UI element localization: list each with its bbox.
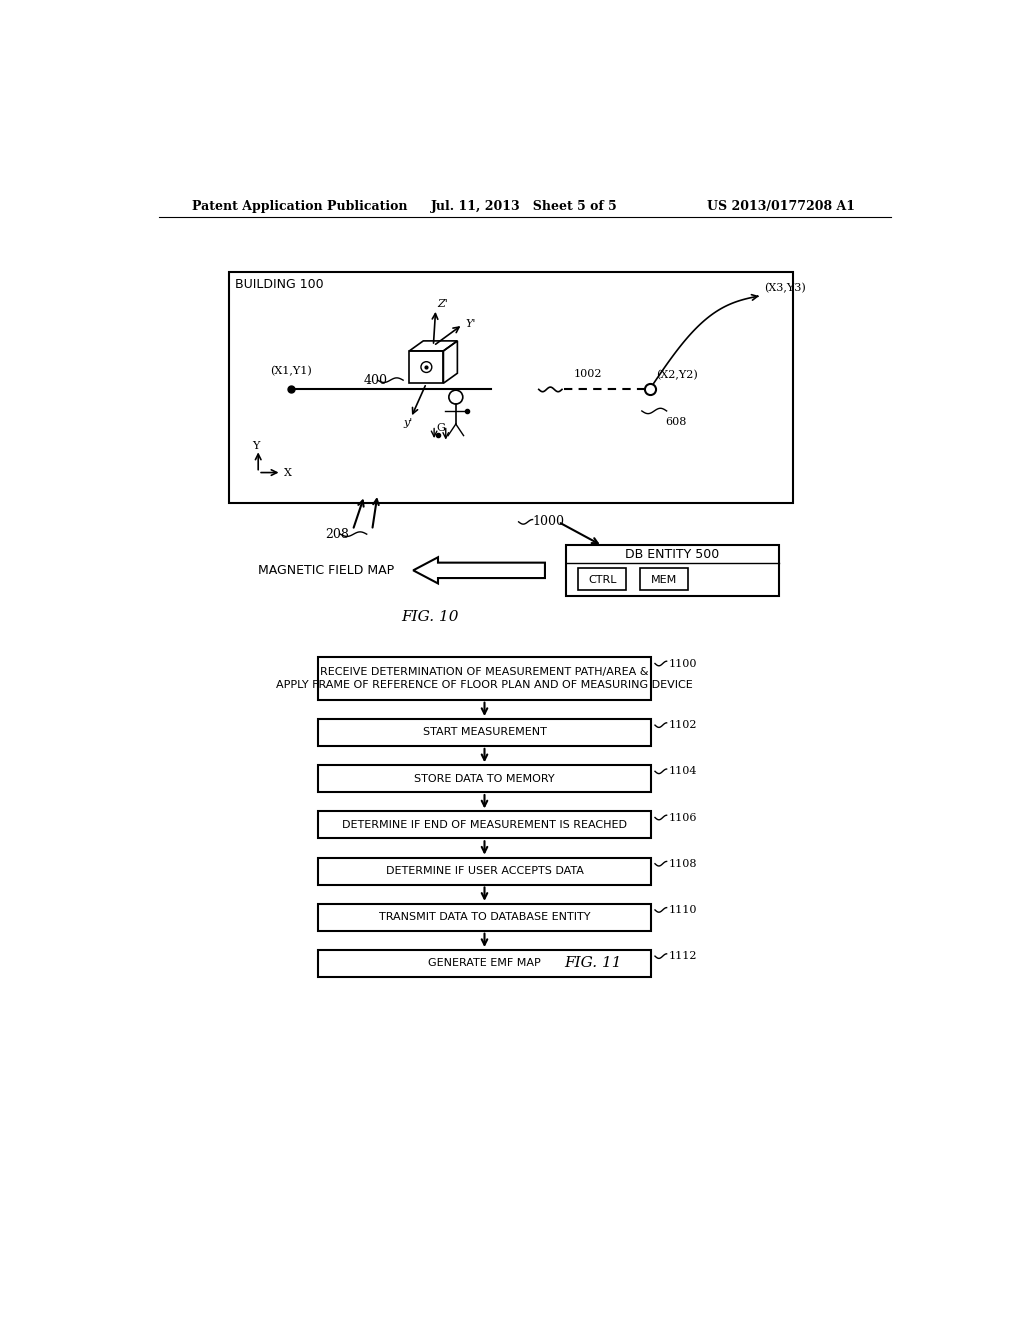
- Text: TRANSMIT DATA TO DATABASE ENTITY: TRANSMIT DATA TO DATABASE ENTITY: [379, 912, 590, 923]
- Text: START MEASUREMENT: START MEASUREMENT: [423, 727, 547, 738]
- Text: MAGNETIC FIELD MAP: MAGNETIC FIELD MAP: [258, 564, 393, 577]
- FancyBboxPatch shape: [566, 545, 779, 595]
- Text: X: X: [284, 469, 292, 478]
- Text: Jul. 11, 2013   Sheet 5 of 5: Jul. 11, 2013 Sheet 5 of 5: [431, 199, 618, 213]
- Text: 1112: 1112: [669, 952, 696, 961]
- Text: RECEIVE DETERMINATION OF MEASUREMENT PATH/AREA &: RECEIVE DETERMINATION OF MEASUREMENT PAT…: [321, 667, 649, 677]
- Text: DETERMINE IF END OF MEASUREMENT IS REACHED: DETERMINE IF END OF MEASUREMENT IS REACH…: [342, 820, 627, 830]
- FancyBboxPatch shape: [317, 904, 651, 931]
- Text: GENERATE EMF MAP: GENERATE EMF MAP: [428, 958, 541, 969]
- Text: Y: Y: [252, 441, 259, 450]
- Text: 1102: 1102: [669, 721, 696, 730]
- Text: (X3,Y3): (X3,Y3): [764, 282, 806, 293]
- FancyBboxPatch shape: [317, 766, 651, 792]
- Text: BUILDING 100: BUILDING 100: [234, 279, 324, 292]
- Text: 608: 608: [665, 417, 686, 426]
- Text: 1108: 1108: [669, 859, 696, 869]
- Text: FIG. 10: FIG. 10: [401, 610, 459, 624]
- FancyBboxPatch shape: [317, 950, 651, 977]
- Text: APPLY FRAME OF REFERENCE OF FLOOR PLAN AND OF MEASURING DEVICE: APPLY FRAME OF REFERENCE OF FLOOR PLAN A…: [276, 681, 693, 690]
- Text: CTRL: CTRL: [588, 576, 616, 585]
- FancyBboxPatch shape: [317, 719, 651, 746]
- Text: DETERMINE IF USER ACCEPTS DATA: DETERMINE IF USER ACCEPTS DATA: [386, 866, 584, 876]
- FancyBboxPatch shape: [228, 272, 793, 503]
- Text: 1002: 1002: [573, 370, 602, 379]
- Text: 400: 400: [364, 374, 388, 387]
- Text: G: G: [436, 422, 445, 433]
- FancyBboxPatch shape: [317, 657, 651, 700]
- Text: FIG. 11: FIG. 11: [564, 956, 622, 970]
- Text: 1100: 1100: [669, 659, 696, 668]
- Text: 1104: 1104: [669, 767, 696, 776]
- Text: (X1,Y1): (X1,Y1): [270, 366, 311, 376]
- Text: 1106: 1106: [669, 813, 696, 822]
- Text: 1000: 1000: [532, 515, 564, 528]
- Text: MEM: MEM: [651, 576, 678, 585]
- FancyBboxPatch shape: [579, 568, 627, 590]
- Text: Patent Application Publication: Patent Application Publication: [191, 199, 408, 213]
- Text: 208: 208: [326, 528, 349, 541]
- Text: DB ENTITY 500: DB ENTITY 500: [626, 548, 720, 561]
- Text: Y': Y': [466, 319, 476, 329]
- FancyBboxPatch shape: [640, 568, 688, 590]
- Text: (X2,Y2): (X2,Y2): [655, 371, 697, 380]
- Text: y': y': [403, 418, 413, 428]
- Text: US 2013/0177208 A1: US 2013/0177208 A1: [707, 199, 855, 213]
- Text: STORE DATA TO MEMORY: STORE DATA TO MEMORY: [414, 774, 555, 784]
- Text: Z': Z': [437, 300, 447, 309]
- FancyBboxPatch shape: [317, 812, 651, 838]
- Polygon shape: [414, 557, 545, 583]
- FancyBboxPatch shape: [317, 858, 651, 884]
- Text: 1110: 1110: [669, 906, 696, 915]
